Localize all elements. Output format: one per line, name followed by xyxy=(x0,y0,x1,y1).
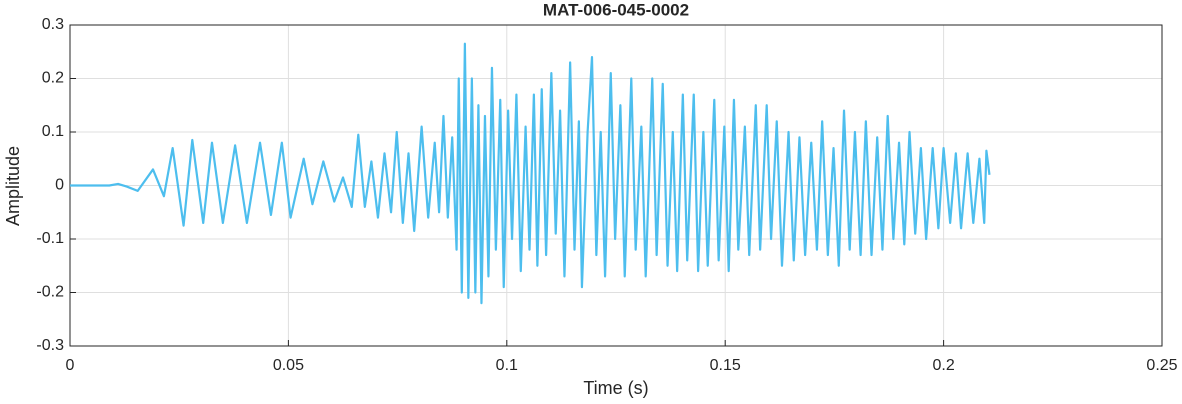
y-axis-label: Amplitude xyxy=(3,146,23,226)
y-tick-label: 0 xyxy=(55,177,64,194)
chart-title: MAT-006-045-0002 xyxy=(543,0,689,19)
x-tick-label: 0 xyxy=(66,357,75,374)
x-tick-label: 0.25 xyxy=(1146,357,1177,374)
y-tick-label: 0.3 xyxy=(42,16,64,33)
waveform xyxy=(70,42,991,305)
x-tick-label: 0.2 xyxy=(932,357,954,374)
y-tick-label: -0.2 xyxy=(36,284,64,301)
y-tick-label: 0.1 xyxy=(42,123,64,140)
y-tick-label: 0.2 xyxy=(42,70,64,87)
x-axis-label: Time (s) xyxy=(583,378,648,398)
y-tick-label: -0.3 xyxy=(36,337,64,354)
x-tick-label: 0.15 xyxy=(710,357,741,374)
x-tick-label: 0.05 xyxy=(273,357,304,374)
x-tick-label: 0.1 xyxy=(496,357,518,374)
y-tick-label: -0.1 xyxy=(36,230,64,247)
